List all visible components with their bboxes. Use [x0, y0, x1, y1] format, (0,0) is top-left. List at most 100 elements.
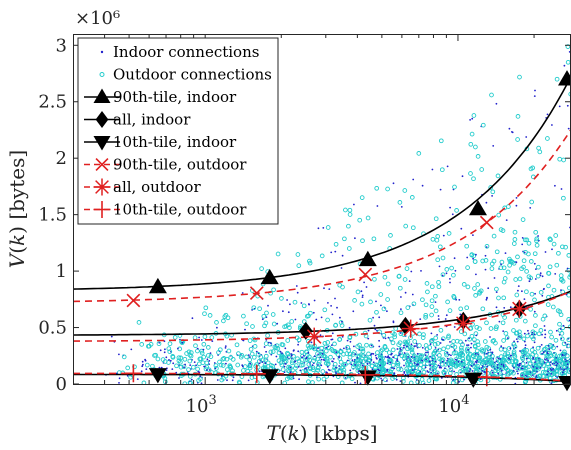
outdoor-point: [285, 322, 291, 328]
series-markers: [124, 70, 571, 392]
indoor-point: [485, 298, 488, 301]
indoor-point: [249, 362, 252, 365]
outdoor-point: [396, 273, 402, 279]
outdoor-point: [402, 188, 408, 193]
indoor-point: [559, 349, 562, 352]
indoor-point: [428, 361, 431, 363]
indoor-point: [178, 377, 180, 379]
indoor-point: [466, 344, 468, 347]
indoor-point: [267, 341, 270, 344]
indoor-point: [365, 286, 368, 288]
indoor-point: [438, 366, 441, 369]
outdoor-point: [464, 364, 470, 369]
outdoor-point: [339, 323, 345, 328]
outdoor-point: [520, 217, 526, 222]
indoor-point: [118, 353, 120, 356]
indoor-point: [555, 329, 558, 332]
legend-marker: [93, 178, 111, 196]
legend-marker-stroke: [95, 157, 109, 172]
legend-outdoor-symbol: [99, 72, 105, 77]
indoor-point: [354, 237, 356, 240]
outdoor-point: [417, 343, 422, 348]
outdoor-point: [424, 361, 430, 366]
indoor-point: [353, 203, 355, 206]
outdoor-point: [421, 332, 426, 337]
outdoor-point: [472, 286, 477, 291]
indoor-point: [168, 359, 170, 361]
indoor-point: [475, 361, 478, 364]
indoor-point: [429, 364, 431, 367]
indoor-point: [334, 297, 336, 300]
indoor-point: [447, 365, 450, 368]
outdoor-point: [349, 376, 355, 382]
outdoor-point: [511, 328, 516, 333]
x-tick-label: 104: [438, 393, 469, 417]
outdoor-point: [315, 365, 321, 371]
outdoor-point: [460, 356, 466, 362]
indoor-point: [265, 339, 268, 341]
outdoor-point: [468, 141, 474, 147]
y-tick-label: 2: [56, 148, 67, 169]
indoor-point: [491, 371, 494, 374]
indoor-point: [560, 289, 562, 291]
indoor-point: [359, 382, 362, 384]
outdoor-point: [513, 330, 519, 336]
outdoor-point: [220, 363, 226, 368]
indoor-point: [446, 165, 449, 168]
outdoor-point: [347, 212, 353, 217]
outdoor-point: [423, 312, 429, 318]
outdoor-point: [265, 360, 271, 366]
indoor-point: [301, 356, 303, 359]
indoor-point: [499, 358, 502, 360]
outdoor-point: [156, 341, 162, 347]
outdoor-point: [188, 353, 194, 359]
indoor-point: [533, 333, 536, 336]
indoor-point: [263, 346, 266, 348]
indoor-point: [384, 355, 387, 358]
outdoor-point: [559, 331, 565, 336]
outdoor-point: [299, 349, 305, 355]
outdoor-point: [247, 357, 253, 363]
outdoor-point: [548, 237, 553, 243]
indoor-point: [190, 378, 193, 381]
indoor-point: [438, 265, 441, 268]
indoor-point: [524, 344, 527, 347]
outdoor-point: [496, 359, 502, 364]
indoor-point: [486, 365, 489, 368]
outdoor-point: [439, 167, 445, 173]
series-5-marker-stroke: [124, 364, 143, 383]
indoor-point: [391, 367, 393, 369]
outdoor-point: [381, 306, 387, 312]
outdoor-point: [429, 298, 435, 304]
outdoor-point: [201, 354, 207, 360]
outdoor-point: [441, 370, 447, 376]
outdoor-point: [465, 354, 471, 360]
indoor-point: [425, 351, 427, 354]
outdoor-point: [201, 341, 207, 347]
outdoor-point: [191, 364, 196, 370]
outdoor-point: [374, 309, 379, 315]
outdoor-point: [224, 356, 230, 362]
series-3-marker: [479, 215, 494, 230]
indoor-point: [317, 227, 320, 230]
indoor-point: [419, 318, 422, 320]
indoor-point: [372, 316, 374, 319]
outdoor-point: [438, 327, 444, 333]
outdoor-point: [528, 166, 534, 172]
outdoor-point: [467, 336, 472, 342]
outdoor-point: [563, 244, 568, 250]
outdoor-point: [125, 365, 131, 371]
indoor-point: [517, 364, 519, 366]
indoor-point: [451, 213, 454, 216]
outdoor-point: [545, 350, 551, 356]
indoor-point: [158, 366, 161, 369]
outdoor-point: [465, 346, 470, 352]
outdoor-point: [332, 349, 338, 354]
outdoor-point: [528, 275, 534, 281]
indoor-point: [403, 364, 405, 367]
outdoor-point: [545, 361, 551, 367]
outdoor-point: [393, 354, 399, 360]
outdoor-point: [433, 216, 439, 222]
outdoor-point: [514, 292, 520, 298]
outdoor-point: [531, 365, 536, 370]
